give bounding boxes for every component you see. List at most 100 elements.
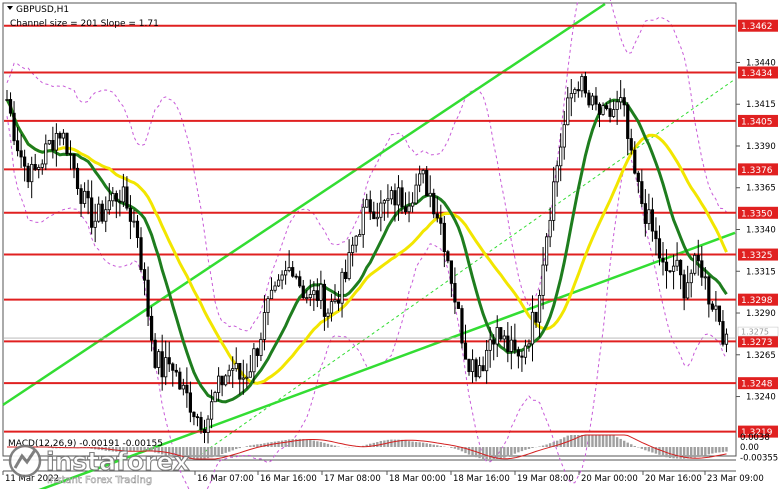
candle-body <box>326 312 330 317</box>
candle-body <box>118 200 122 203</box>
candle-body <box>361 206 365 235</box>
candle-body <box>418 173 422 186</box>
candle-body <box>622 97 626 106</box>
candle-body <box>425 169 429 197</box>
candle-body <box>400 187 404 208</box>
candle-body <box>26 165 30 183</box>
candle-body <box>368 199 372 213</box>
candle-body <box>643 203 647 224</box>
candle-body <box>527 343 531 347</box>
candle-body <box>199 417 203 430</box>
candle-body <box>171 363 175 371</box>
candle-body <box>548 219 552 238</box>
candle-body <box>153 339 157 368</box>
channel-info: Channel size = 201 Slope = 1.71 <box>10 19 159 29</box>
candle-body <box>693 254 697 274</box>
y-tick-label: 1.3290 <box>746 309 776 319</box>
y-tick-label: 1.3340 <box>746 226 776 236</box>
candle-body <box>227 369 231 377</box>
candle-body <box>68 153 73 156</box>
candle-body <box>65 132 69 155</box>
candle-body <box>86 190 90 199</box>
candle-body <box>559 146 563 167</box>
candle-body <box>583 76 588 94</box>
envelope-upper <box>6 0 727 332</box>
candle-body <box>439 217 443 224</box>
level-label-box <box>738 19 778 32</box>
candle-body <box>5 99 9 101</box>
candle-body <box>47 139 51 145</box>
macd-tick-label: 0.0038 <box>740 433 770 443</box>
candle-body <box>266 298 270 313</box>
collapse-triangle-icon[interactable] <box>7 6 13 10</box>
candle-body <box>259 338 263 356</box>
candle-body <box>61 132 66 139</box>
candle-body <box>202 429 207 434</box>
candle-body <box>580 76 584 92</box>
candle-body <box>79 188 83 204</box>
candle-body <box>576 89 580 92</box>
candle-body <box>231 368 235 371</box>
candle-body <box>19 150 23 158</box>
candle-body <box>238 362 242 380</box>
candle-body <box>562 124 566 148</box>
candle-body <box>315 290 319 301</box>
candle-body <box>534 311 538 323</box>
candle-body <box>213 392 217 403</box>
candle-body <box>241 377 245 380</box>
candle-body <box>40 163 44 168</box>
level-label-box <box>738 377 778 390</box>
watermark-tagline: Instant Forex Trading <box>47 475 152 486</box>
candle-body <box>160 351 164 378</box>
watermark-brand: instaforex <box>46 447 190 476</box>
candle-body <box>393 190 397 206</box>
level-label: 1.3434 <box>741 69 773 79</box>
candle-body <box>234 362 238 370</box>
candle-body <box>164 357 168 378</box>
x-tick-label: 17 Mar 08:00 <box>324 474 381 484</box>
y-tick-label: 1.3265 <box>746 351 776 361</box>
candle-body <box>619 97 623 103</box>
candle-body <box>262 312 267 340</box>
level-label-box <box>738 114 778 127</box>
candle-body <box>305 297 309 300</box>
candle-body <box>389 190 394 200</box>
candle-body <box>23 156 27 167</box>
candle-body <box>178 371 182 390</box>
candle-body <box>647 209 651 224</box>
candle-body <box>82 190 87 204</box>
candle-body <box>54 132 58 151</box>
candle-body <box>403 206 408 213</box>
candle-body <box>633 149 637 174</box>
candle-body <box>273 285 277 291</box>
candle-body <box>252 348 256 373</box>
x-tick-label: 20 Mar 00:00 <box>581 474 638 484</box>
candle-body <box>604 105 609 110</box>
candle-body <box>135 220 140 239</box>
y-axis-ticks: 1.3440 1.3415 1.3390 1.3365 1.3340 1.3315 1.32… <box>736 58 776 403</box>
candle-body <box>12 112 16 142</box>
x-axis-labels: 11 Mar 2022 16 Mar 07:00 16 Mar 16:00 17 Ma… <box>2 471 764 484</box>
candle-body <box>597 103 602 115</box>
x-tick-label: 18 Mar 00:00 <box>389 474 446 484</box>
candle-body <box>661 257 665 263</box>
candle-body <box>523 345 528 358</box>
candle-body <box>509 339 513 352</box>
candle-body <box>446 251 450 262</box>
candle-body <box>132 220 136 223</box>
candle-body <box>530 311 535 345</box>
candle-body <box>650 209 655 232</box>
y-tick-label: 1.3440 <box>746 58 776 68</box>
level-label: 1.3350 <box>741 209 773 219</box>
level-label-box <box>738 425 778 438</box>
candle-body <box>104 209 108 222</box>
candle-body <box>146 279 150 317</box>
candle-body <box>276 279 281 287</box>
level-label: 1.3405 <box>741 117 773 127</box>
envelope-lower <box>6 116 727 493</box>
candle-body <box>707 276 711 305</box>
candle-body <box>724 333 729 345</box>
level-lines <box>4 24 736 433</box>
x-tick-label: 16 Mar 16:00 <box>260 474 317 484</box>
